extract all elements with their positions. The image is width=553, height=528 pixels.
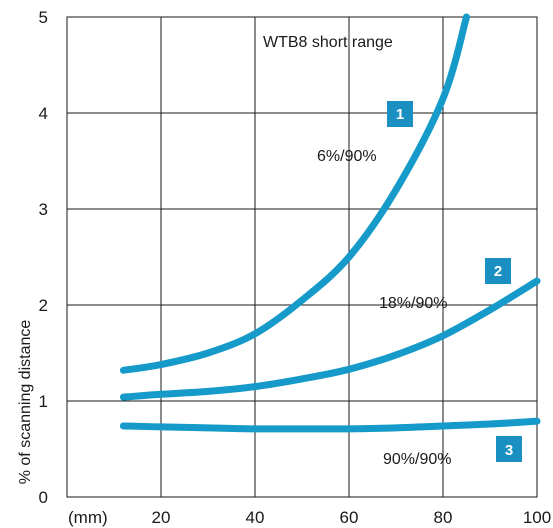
series-1-line: [119, 13, 470, 374]
series-1-label: 6%/90%: [317, 148, 377, 165]
series-1-badge-text: 1: [396, 106, 404, 123]
chart-title: WTB8 short range: [263, 34, 393, 51]
series-3-badge: [496, 436, 522, 462]
x-unit-label: (mm): [68, 508, 108, 527]
series-3-annotation: 3 90%/90%: [383, 436, 522, 468]
y-tick-label: 0: [39, 488, 48, 507]
y-axis-label: % of scanning distance: [17, 320, 34, 485]
x-tick-label: 60: [340, 508, 359, 527]
y-tick-label: 4: [39, 104, 48, 123]
series-2-badge-text: 2: [494, 263, 502, 280]
x-tick-label: 40: [246, 508, 265, 527]
series-2-annotation: 2 18%/90%: [379, 258, 511, 312]
series-1-annotation: 1 6%/90%: [317, 101, 413, 165]
x-tick-label: 80: [434, 508, 453, 527]
x-tick-label: 20: [152, 508, 171, 527]
series-2-badge: [485, 258, 511, 284]
series-3-line: [119, 417, 541, 433]
y-tick-label: 2: [39, 296, 48, 315]
y-tick-label: 1: [39, 392, 48, 411]
series-2-line: [119, 277, 541, 401]
ticks-layer: 20 40 60 80 100 0 1 2 3 4 5: [39, 8, 552, 527]
y-tick-label: 5: [39, 8, 48, 27]
series-layer: [119, 13, 541, 433]
series-2-label: 18%/90%: [379, 295, 448, 312]
x-tick-label: 100: [523, 508, 551, 527]
y-tick-label: 3: [39, 200, 48, 219]
series-3-label: 90%/90%: [383, 451, 452, 468]
series-1-badge: [387, 101, 413, 127]
series-3-badge-text: 3: [505, 442, 513, 459]
